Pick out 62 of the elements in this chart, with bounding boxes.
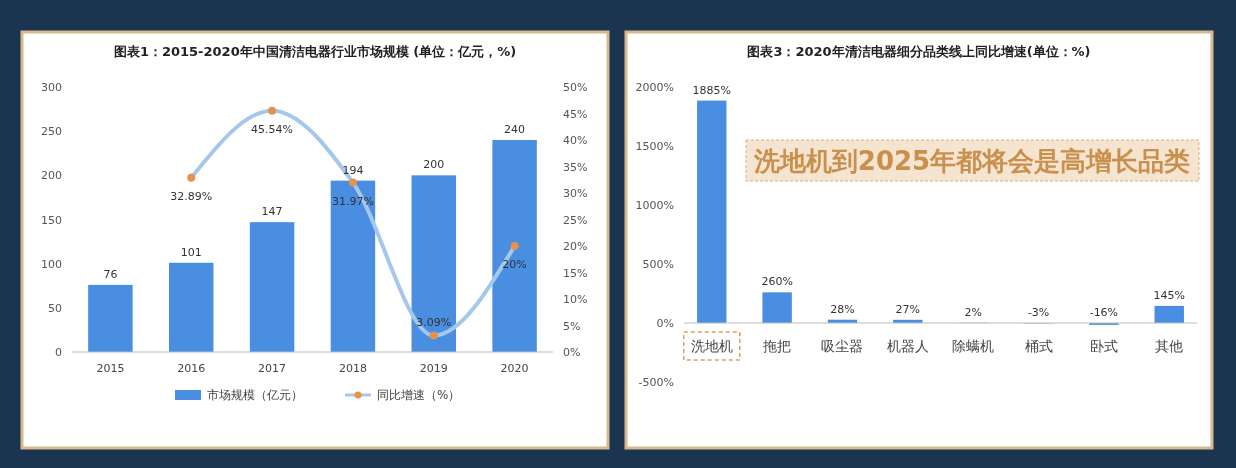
data-label: 3.09% xyxy=(416,315,452,329)
y2-tick-label: 5% xyxy=(563,319,581,333)
y-tick-label: 100 xyxy=(41,257,62,271)
data-label: 45.54% xyxy=(251,122,294,136)
y-tick-label: 1000% xyxy=(635,199,674,212)
x-tick-label: 机器人 xyxy=(886,338,929,354)
y-tick-label: 50 xyxy=(48,301,62,315)
x-tick-label: 2015 xyxy=(96,362,125,375)
data-label: -3% xyxy=(1027,306,1050,319)
x-tick-label: 卧式 xyxy=(1089,338,1118,354)
legend-label: 同比增速（%） xyxy=(377,388,461,402)
data-label: 28% xyxy=(830,302,855,316)
y-tick-label: 150 xyxy=(41,213,62,227)
data-label: 31.97% xyxy=(331,194,374,208)
data-label: 240 xyxy=(504,123,526,136)
data-label: 101 xyxy=(180,245,202,259)
y-tick-label: 0% xyxy=(656,317,674,330)
y2-tick-label: 30% xyxy=(563,187,588,200)
data-label: 1885% xyxy=(692,83,731,97)
x-tick-label: 2020 xyxy=(500,362,529,375)
x-tick-label: 2018 xyxy=(338,362,367,375)
data-label: 20% xyxy=(502,258,527,271)
y-tick-label: 0 xyxy=(55,346,62,359)
y2-tick-label: 35% xyxy=(563,160,588,174)
y2-tick-label: 50% xyxy=(563,81,588,94)
x-tick-label: 2016 xyxy=(177,362,206,375)
y-tick-label: -500% xyxy=(638,376,674,389)
y-tick-label: 2000% xyxy=(635,81,674,94)
data-label: -16% xyxy=(1089,306,1119,319)
x-tick-label: 拖把 xyxy=(762,338,792,354)
data-label: 260% xyxy=(761,275,793,289)
legend-label: 市场规模（亿元） xyxy=(207,388,303,402)
x-tick-label: 其他 xyxy=(1155,338,1184,354)
y2-tick-label: 25% xyxy=(563,213,588,227)
data-label: 27% xyxy=(895,302,921,316)
annotation: 洗地机到2025年都将会是高增长品类 xyxy=(752,146,1191,176)
y-tick-label: 200 xyxy=(41,169,62,183)
y2-tick-label: 15% xyxy=(563,266,588,280)
data-label: 76 xyxy=(103,267,118,281)
chart-title: 图表1：2015-2020年中国清洁电器行业市场规模 (单位：亿元，%) xyxy=(113,44,517,59)
data-label: 200 xyxy=(423,158,445,172)
data-label: 194 xyxy=(342,163,364,177)
chart-title: 图表3：2020年清洁电器细分品类线上同比增速(单位：%) xyxy=(747,44,1091,59)
data-label: 32.89% xyxy=(170,189,213,203)
x-tick-label: 洗地机 xyxy=(690,338,733,354)
x-tick-label: 2017 xyxy=(258,362,287,375)
x-tick-label: 桶式 xyxy=(1024,338,1053,354)
x-tick-label: 除螨机 xyxy=(952,338,995,354)
y2-tick-label: 10% xyxy=(563,293,588,306)
x-tick-label: 吸尘器 xyxy=(821,338,864,354)
y-tick-label: 1500% xyxy=(635,140,674,153)
y2-tick-label: 40% xyxy=(563,134,588,147)
y2-tick-label: 45% xyxy=(563,107,588,121)
data-label: 147 xyxy=(261,205,283,219)
data-label: 2% xyxy=(964,305,982,319)
y2-tick-label: 20% xyxy=(563,240,588,253)
y-tick-label: 300 xyxy=(41,81,62,94)
y-tick-label: 500% xyxy=(642,258,674,271)
data-label: 145% xyxy=(1153,288,1185,302)
y-tick-label: 250 xyxy=(41,125,62,139)
y2-tick-label: 0% xyxy=(563,346,581,359)
x-tick-label: 2019 xyxy=(419,362,448,375)
